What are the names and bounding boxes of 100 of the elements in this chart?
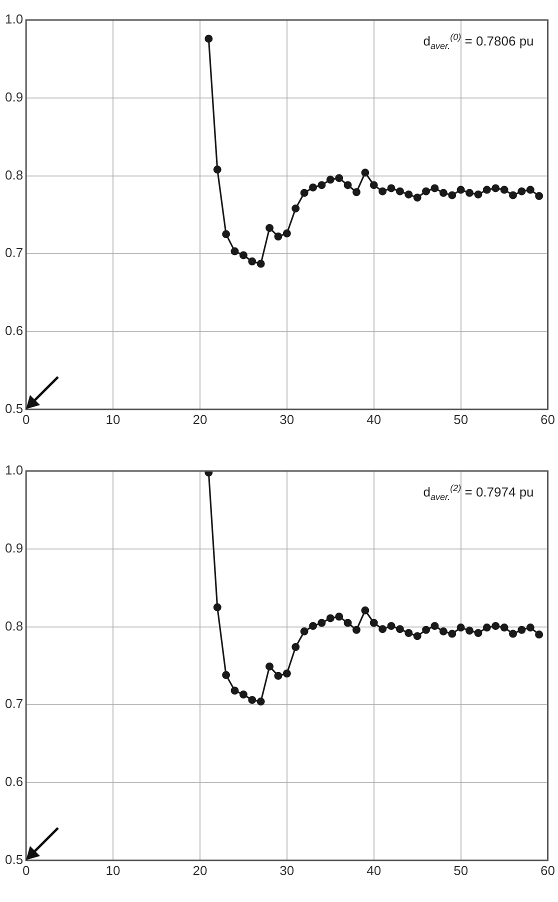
- point: [326, 176, 334, 184]
- point: [256, 260, 265, 268]
- x-tick-label: 10: [106, 412, 120, 427]
- x-tick-label: 40: [366, 412, 382, 427]
- point: [230, 247, 239, 256]
- point: [213, 166, 222, 174]
- point: [239, 251, 248, 260]
- point: [456, 186, 465, 194]
- point: [204, 34, 213, 43]
- point: [508, 191, 517, 200]
- point: [370, 618, 378, 627]
- y-tick-label: 0.8: [4, 167, 24, 182]
- y-tick-label: 1.0: [4, 462, 24, 478]
- y-tick-label: 0.6: [4, 774, 24, 790]
- point: [387, 184, 396, 192]
- point: [266, 662, 274, 670]
- point: [326, 614, 334, 622]
- point: [482, 624, 491, 632]
- point: [492, 184, 500, 192]
- point: [222, 230, 230, 238]
- x-tick-label: 60: [540, 412, 556, 427]
- point: [518, 187, 526, 196]
- x-tick-label: 40: [366, 862, 382, 878]
- point: [535, 630, 544, 639]
- y-tick-label: 0.5: [4, 852, 24, 867]
- point: [404, 628, 413, 637]
- annotation: d$_{aver.}$$^{(0)}$ = 0.7806 pu: [423, 32, 534, 51]
- annotation: d$_{aver.}$$^{(2)}$ = 0.7974 pu: [423, 483, 534, 502]
- x-tick-label: 0: [22, 412, 30, 427]
- point: [248, 696, 256, 704]
- point: [352, 626, 360, 634]
- point: [344, 618, 352, 627]
- x-tick-label: 0: [22, 862, 30, 878]
- point: [526, 624, 534, 632]
- point: [474, 190, 482, 198]
- point: [466, 626, 474, 635]
- point: [492, 622, 500, 630]
- point: [508, 630, 517, 638]
- point: [292, 204, 300, 212]
- point: [500, 624, 508, 632]
- point: [396, 187, 404, 196]
- point: [230, 686, 239, 695]
- point: [482, 186, 491, 194]
- point: [430, 184, 439, 192]
- point: [213, 603, 222, 612]
- point: [378, 625, 387, 634]
- point: [456, 624, 465, 632]
- point: [335, 612, 344, 621]
- point: [370, 181, 378, 190]
- point: [282, 669, 291, 678]
- point: [256, 698, 265, 706]
- point: [535, 192, 544, 200]
- point: [300, 188, 308, 197]
- point: [439, 627, 448, 636]
- x-tick-label: 20: [192, 862, 208, 878]
- point: [413, 632, 422, 640]
- point: [430, 622, 439, 630]
- point: [387, 622, 396, 630]
- x-tick-label: 10: [106, 862, 120, 878]
- point: [422, 187, 430, 196]
- point: [300, 627, 308, 636]
- point: [222, 671, 230, 680]
- point: [318, 618, 326, 627]
- point: [344, 181, 352, 190]
- point: [309, 183, 318, 192]
- x-tick-label: 20: [192, 412, 208, 427]
- point: [439, 188, 448, 197]
- point: [466, 188, 474, 197]
- x-tick-label: 30: [280, 862, 294, 878]
- y-tick-label: 0.7: [4, 696, 24, 712]
- point: [361, 606, 370, 614]
- x-tick-label: 50: [454, 412, 468, 427]
- point: [274, 672, 282, 680]
- point: [518, 626, 526, 634]
- point: [500, 186, 508, 194]
- x-tick-label: 60: [540, 862, 556, 878]
- x-tick-label: 50: [454, 862, 468, 878]
- point: [396, 625, 404, 634]
- x-tick-label: 30: [280, 412, 294, 427]
- point: [361, 168, 370, 177]
- y-tick-label: 0.7: [4, 245, 24, 260]
- point: [335, 174, 344, 182]
- point: [422, 626, 430, 634]
- point: [413, 194, 422, 202]
- y-tick-label: 0.9: [4, 540, 24, 556]
- point: [266, 224, 274, 232]
- point: [248, 257, 256, 266]
- point: [292, 643, 300, 652]
- point: [274, 232, 282, 241]
- point: [282, 229, 291, 238]
- y-tick-label: 0.6: [4, 323, 24, 338]
- point: [526, 186, 534, 194]
- point: [474, 628, 482, 637]
- y-tick-label: 1.0: [4, 12, 24, 27]
- point: [239, 690, 248, 699]
- y-tick-label: 0.8: [4, 618, 24, 634]
- point: [309, 622, 318, 630]
- y-tick-label: 0.5: [4, 400, 24, 416]
- y-tick-label: 0.9: [4, 89, 24, 104]
- point: [352, 188, 360, 196]
